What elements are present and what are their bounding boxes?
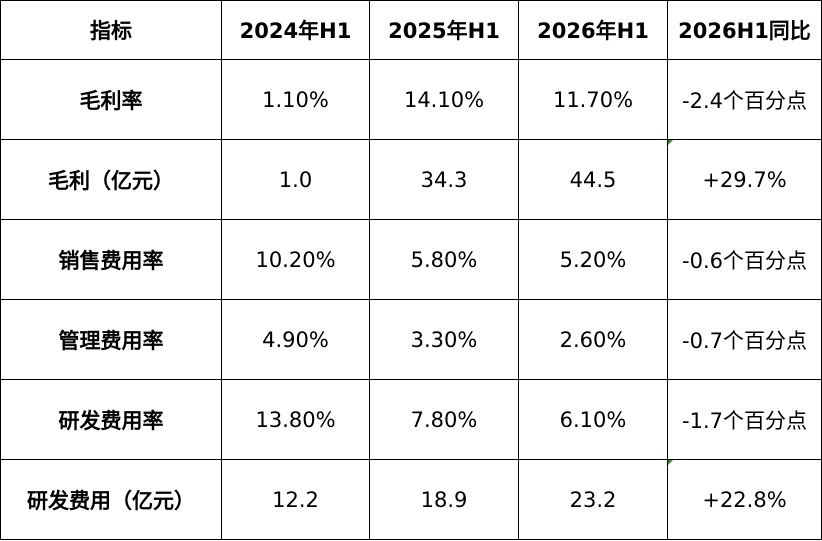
table-cell: -0.7个百分点 xyxy=(667,299,822,380)
table-cell: 12.2 xyxy=(221,459,370,540)
table-row: 销售费用率 10.20% 5.80% 5.20% -0.6个百分点 xyxy=(0,219,822,300)
error-indicator xyxy=(668,460,673,465)
header-cell: 2026H1同比 xyxy=(667,0,822,60)
row-label: 研发费用率 xyxy=(0,379,222,460)
table-row: 管理费用率 4.90% 3.30% 2.60% -0.7个百分点 xyxy=(0,299,822,380)
table-cell: +22.8% xyxy=(667,459,822,540)
table-cell: 5.80% xyxy=(369,219,519,300)
header-cell: 指标 xyxy=(0,0,222,60)
table-cell: -1.7个百分点 xyxy=(667,379,822,460)
table-cell: -2.4个百分点 xyxy=(667,59,822,140)
table-cell: 3.30% xyxy=(369,299,519,380)
table-cell: -0.6个百分点 xyxy=(667,219,822,300)
table-cell: 4.90% xyxy=(221,299,370,380)
table-cell: 13.80% xyxy=(221,379,370,460)
row-label: 毛利（亿元） xyxy=(0,139,222,220)
header-cell: 2026年H1 xyxy=(518,0,668,60)
table-body: 毛利率 1.10% 14.10% 11.70% -2.4个百分点 毛利（亿元） 1.0 34.… xyxy=(0,59,822,540)
table-cell: 6.10% xyxy=(518,379,668,460)
row-label: 销售费用率 xyxy=(0,219,222,300)
table-cell: 23.2 xyxy=(518,459,668,540)
table-row: 研发费用（亿元） 12.2 18.9 23.2 +22.8% xyxy=(0,459,822,540)
table-cell: 14.10% xyxy=(369,59,519,140)
table-row: 研发费用率 13.80% 7.80% 6.10% -1.7个百分点 xyxy=(0,379,822,460)
row-label: 管理费用率 xyxy=(0,299,222,380)
header-row: 指标 2024年H1 2025年H1 2026年H1 2026H1同比 xyxy=(0,0,822,60)
row-label: 研发费用（亿元） xyxy=(0,459,222,540)
table-row: 毛利率 1.10% 14.10% 11.70% -2.4个百分点 xyxy=(0,59,822,140)
table-cell: 44.5 xyxy=(518,139,668,220)
error-indicator xyxy=(668,140,673,145)
table-cell: 11.70% xyxy=(518,59,668,140)
table-cell: 2.60% xyxy=(518,299,668,380)
table-cell: 34.3 xyxy=(369,139,519,220)
header-cell: 2025年H1 xyxy=(369,0,519,60)
row-label: 毛利率 xyxy=(0,59,222,140)
table-cell: 10.20% xyxy=(221,219,370,300)
table-cell: 5.20% xyxy=(518,219,668,300)
table-cell: +29.7% xyxy=(667,139,822,220)
table-cell: 18.9 xyxy=(369,459,519,540)
table-cell: 1.0 xyxy=(221,139,370,220)
header-cell: 2024年H1 xyxy=(221,0,370,60)
table-cell: 1.10% xyxy=(221,59,370,140)
table-row: 毛利（亿元） 1.0 34.3 44.5 +29.7% xyxy=(0,139,822,220)
table-cell: 7.80% xyxy=(369,379,519,460)
